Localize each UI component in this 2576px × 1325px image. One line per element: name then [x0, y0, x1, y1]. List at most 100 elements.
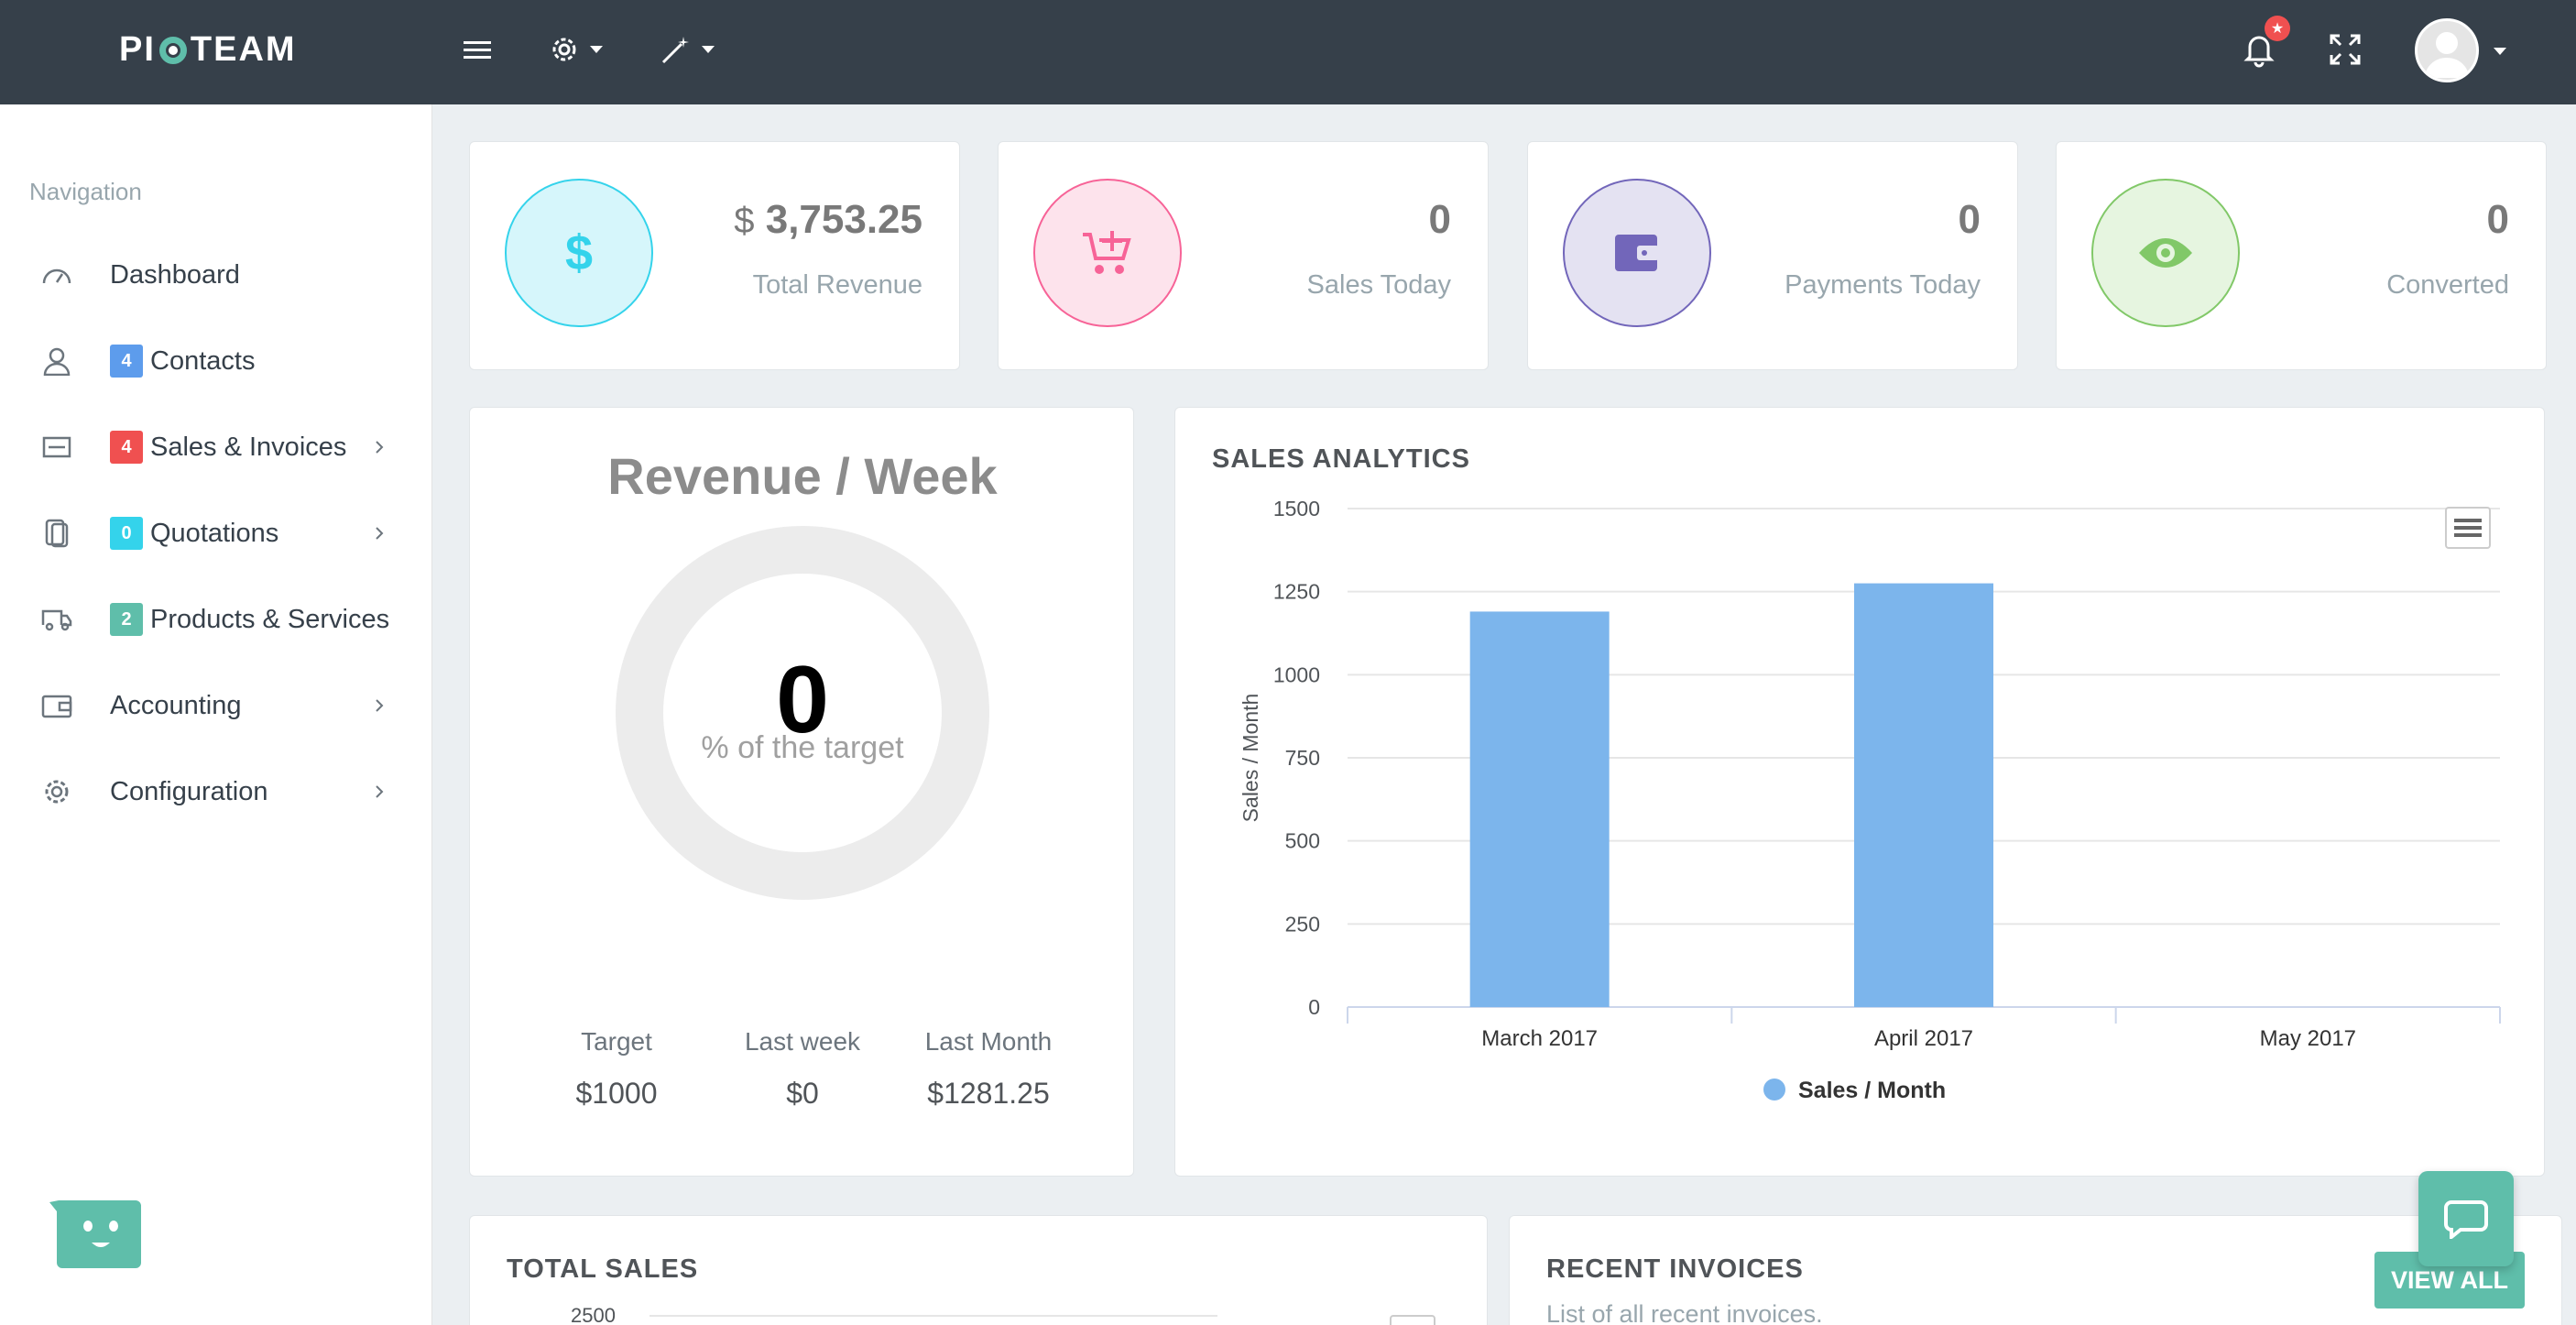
chevron-down-icon	[702, 46, 715, 53]
y-tick-label: 0	[1308, 995, 1320, 1019]
x-tick-label: May 2017	[2260, 1026, 2356, 1051]
sidebar: Navigation Dashboard 4 Contacts 4 Sales …	[0, 104, 432, 1325]
stat-card-sales-today: 0 Sales Today	[998, 141, 1489, 370]
dashboard-icon	[40, 258, 73, 291]
total-sales-tick-label: 2500	[571, 1304, 616, 1325]
y-tick-label: 1500	[1273, 497, 1320, 520]
expand-icon	[2330, 34, 2361, 65]
chart-menu-button[interactable]	[1390, 1315, 1435, 1325]
chat-bubble-icon	[2444, 1200, 2488, 1239]
cart-add-icon	[1033, 179, 1182, 327]
chat-widget-button[interactable]	[2418, 1171, 2514, 1266]
sales-analytics-title: SALES ANALYTICS	[1212, 444, 1470, 474]
sales-analytics-card: SALES ANALYTICS 0 250 500 750 1000 1250 1500 Ma…	[1174, 407, 2545, 1177]
avatar-dropdown-caret-icon[interactable]	[2494, 48, 2506, 55]
svg-text:$: $	[565, 225, 593, 280]
total-revenue-caption: Total Revenue	[752, 270, 922, 300]
last-month-label: Last Month	[924, 1027, 1053, 1056]
dollar-icon: $	[505, 179, 653, 327]
last-week-value: $0	[786, 1077, 819, 1110]
x-tick-label: April 2017	[1874, 1026, 1973, 1051]
y-tick-label: 1250	[1273, 580, 1320, 604]
sidebar-item-label: Configuration	[110, 776, 268, 806]
last-week-label: Last week	[744, 1027, 861, 1056]
wallet-icon	[1563, 179, 1711, 327]
sidebar-item-label: Quotations	[150, 518, 279, 548]
chevron-right-icon	[376, 527, 384, 540]
revenue-week-title: Revenue / Week	[607, 447, 998, 505]
percent-value: 0	[776, 647, 829, 753]
bar-april-2017	[1854, 583, 1993, 1007]
stat-card-payments-today: 0 Payments Today	[1527, 141, 2018, 370]
hamburger-icon	[2454, 519, 2482, 537]
avatar[interactable]	[2415, 18, 2479, 82]
magic-wand-icon	[661, 37, 689, 64]
quotations-count-badge: 0	[110, 517, 143, 550]
revenue-week-card: Revenue / Week 0 % of the target Target …	[469, 407, 1134, 1177]
y-tick-label: 1000	[1273, 662, 1320, 686]
grid-line	[649, 1315, 1217, 1317]
chatbot-icon[interactable]	[48, 1199, 143, 1272]
user-avatar-icon	[2425, 32, 2469, 78]
sidebar-item-label: Dashboard	[110, 259, 240, 290]
target-label: Target	[581, 1027, 652, 1056]
y-axis-label: Sales / Month	[1239, 694, 1262, 823]
notifications-button[interactable]	[2243, 27, 2276, 71]
total-sales-card: TOTAL SALES 2500	[469, 1215, 1488, 1325]
converted-caption: Converted	[2386, 270, 2509, 300]
last-month-value: $1281.25	[927, 1077, 1050, 1110]
x-tick-label: March 2017	[1481, 1026, 1598, 1051]
legend-label: Sales / Month	[1798, 1078, 1946, 1103]
top-bar: PI TEAM ★	[0, 0, 2576, 104]
logo-o-icon	[158, 37, 187, 64]
revenue-gauge	[616, 526, 989, 900]
hamburger-icon	[464, 41, 491, 59]
sidebar-item-label: Products & Services	[150, 604, 390, 634]
logo-text-left: PI	[119, 29, 156, 69]
converted-value: 0	[2486, 197, 2509, 242]
products-count-badge: 2	[110, 603, 143, 636]
chevron-right-icon	[376, 441, 384, 454]
sales-count-badge: 4	[110, 431, 143, 464]
notification-badge: ★	[2265, 16, 2290, 41]
sales-today-caption: Sales Today	[1306, 270, 1451, 300]
wallet-icon	[40, 689, 73, 722]
quotation-icon	[40, 517, 73, 550]
payments-today-caption: Payments Today	[1785, 270, 1981, 300]
sidebar-item-label: Accounting	[110, 690, 242, 720]
invoice-icon	[40, 431, 73, 464]
total-sales-title: TOTAL SALES	[507, 1254, 699, 1284]
legend-marker	[1763, 1079, 1785, 1101]
logo[interactable]: PI TEAM	[119, 27, 297, 71]
sidebar-item-dashboard[interactable]: Dashboard	[0, 238, 432, 312]
fullscreen-button[interactable]	[2329, 27, 2362, 71]
sales-today-value: 0	[1428, 197, 1451, 242]
chart-menu-button[interactable]	[2445, 507, 2491, 549]
chevron-right-icon	[376, 785, 384, 798]
sidebar-item-label: Sales & Invoices	[150, 432, 347, 462]
currency-symbol: $	[734, 201, 755, 241]
target-value: $1000	[575, 1077, 658, 1110]
eye-icon	[2091, 179, 2240, 327]
logo-text-right: TEAM	[190, 29, 297, 69]
y-tick-label: 500	[1285, 829, 1320, 853]
sidebar-item-quotations[interactable]: 0 Quotations	[0, 497, 432, 570]
gear-icon	[40, 775, 73, 808]
user-icon	[40, 345, 73, 378]
sidebar-item-contacts[interactable]: 4 Contacts	[0, 324, 432, 398]
sidebar-item-sales-invoices[interactable]: 4 Sales & Invoices	[0, 411, 432, 484]
y-tick-label: 250	[1285, 912, 1320, 936]
bar-march-2017	[1469, 611, 1610, 1007]
menu-toggle-button[interactable]	[462, 27, 493, 71]
magic-dropdown-button[interactable]	[660, 27, 715, 71]
settings-dropdown-button[interactable]	[548, 27, 603, 71]
percent-caption: % of the target	[701, 730, 904, 765]
stat-card-total-revenue: $ $ 3,753.25 Total Revenue	[469, 141, 960, 370]
sidebar-item-products-services[interactable]: 2 Products & Services	[0, 583, 432, 656]
recent-invoices-title: RECENT INVOICES	[1546, 1254, 1804, 1284]
sidebar-item-configuration[interactable]: Configuration	[0, 755, 432, 828]
contacts-count-badge: 4	[110, 345, 143, 378]
truck-icon	[40, 603, 73, 636]
sidebar-item-accounting[interactable]: Accounting	[0, 669, 432, 742]
chevron-down-icon	[590, 46, 603, 53]
